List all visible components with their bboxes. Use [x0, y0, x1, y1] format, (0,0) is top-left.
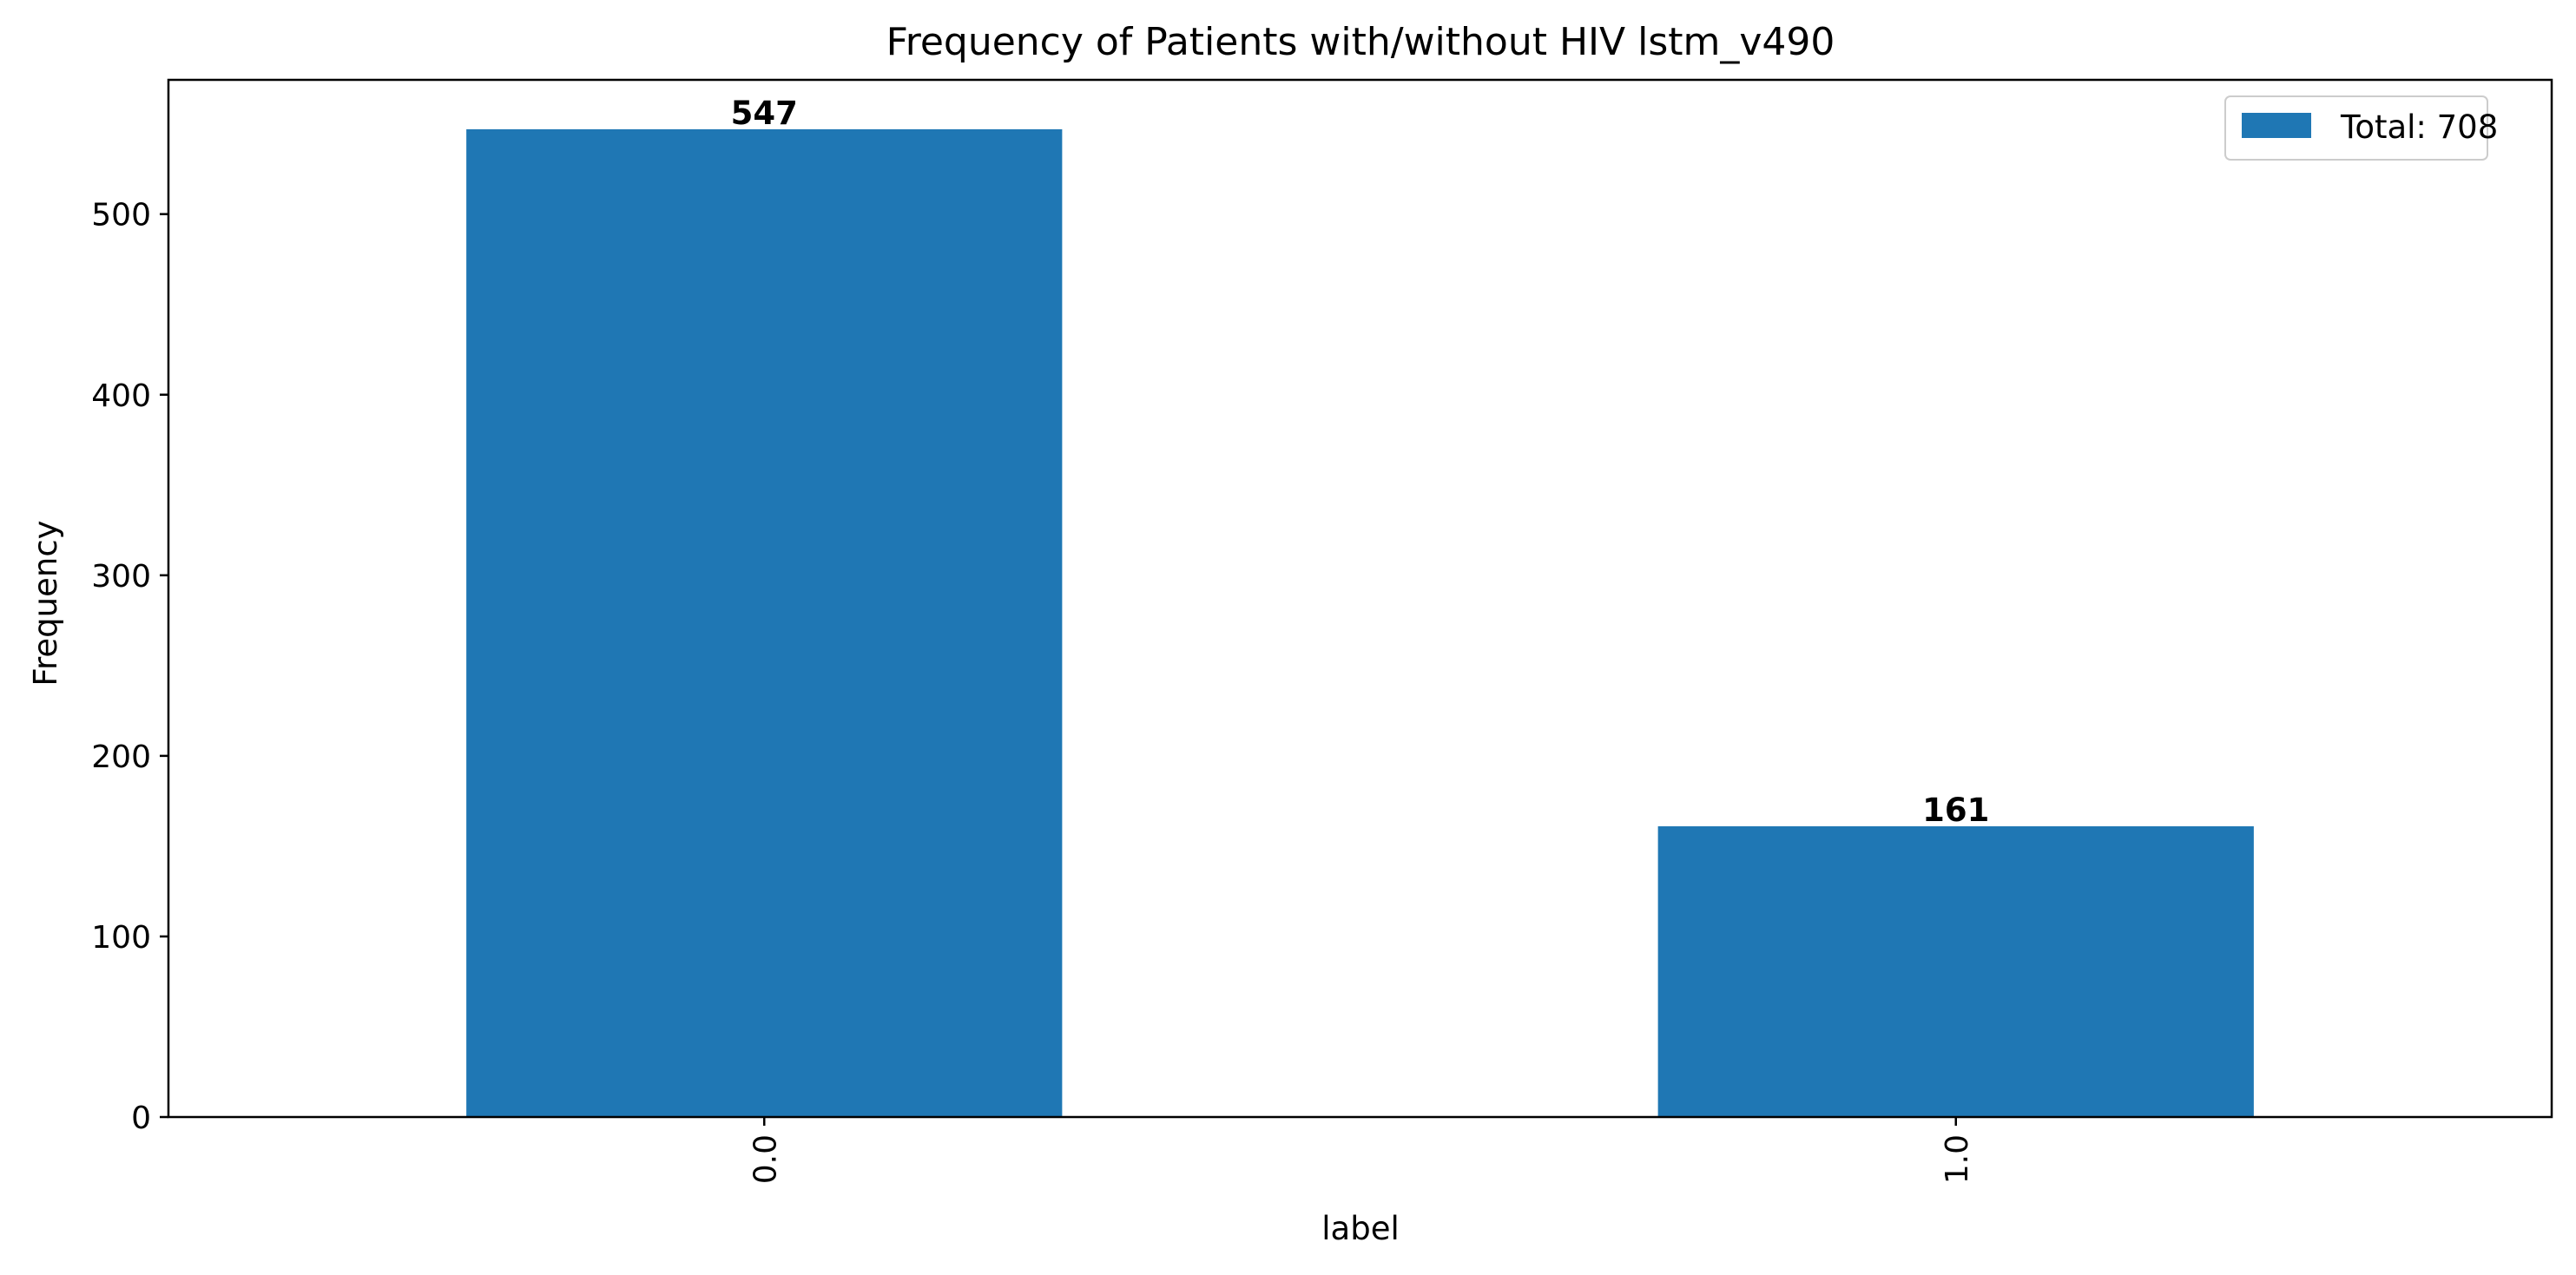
y-tick-label: 100 [91, 920, 151, 956]
legend-frame [2224, 95, 2488, 161]
y-axis-label: Frequency [27, 520, 64, 686]
y-tick-label: 0 [131, 1101, 151, 1136]
data-label-1.0: 161 [1922, 792, 1989, 829]
x-axis-label: label [1321, 1210, 1399, 1247]
legend: Total: 708 [2224, 95, 2498, 161]
plot-area: 547 161 [466, 95, 2254, 1117]
y-tick-label: 300 [91, 559, 151, 595]
data-label-0.0: 547 [731, 95, 798, 132]
legend-swatch [2242, 113, 2311, 138]
y-tick-label: 400 [91, 378, 151, 414]
x-tick-label: 0.0 [748, 1134, 783, 1184]
axes-frame [167, 78, 2553, 1119]
y-tick-label: 500 [91, 198, 151, 233]
legend-label: Total: 708 [2340, 108, 2498, 146]
y-axis: 0 100 200 300 400 500 [91, 198, 168, 1136]
bar-1.0 [1657, 826, 2254, 1117]
bar-0.0 [466, 128, 1063, 1117]
x-tick-label: 1.0 [1940, 1134, 1975, 1184]
x-axis: 0.0 1.0 [748, 1117, 1975, 1184]
chart-title: Frequency of Patients with/without HIV l… [886, 20, 1835, 64]
y-tick-label: 200 [91, 739, 151, 775]
